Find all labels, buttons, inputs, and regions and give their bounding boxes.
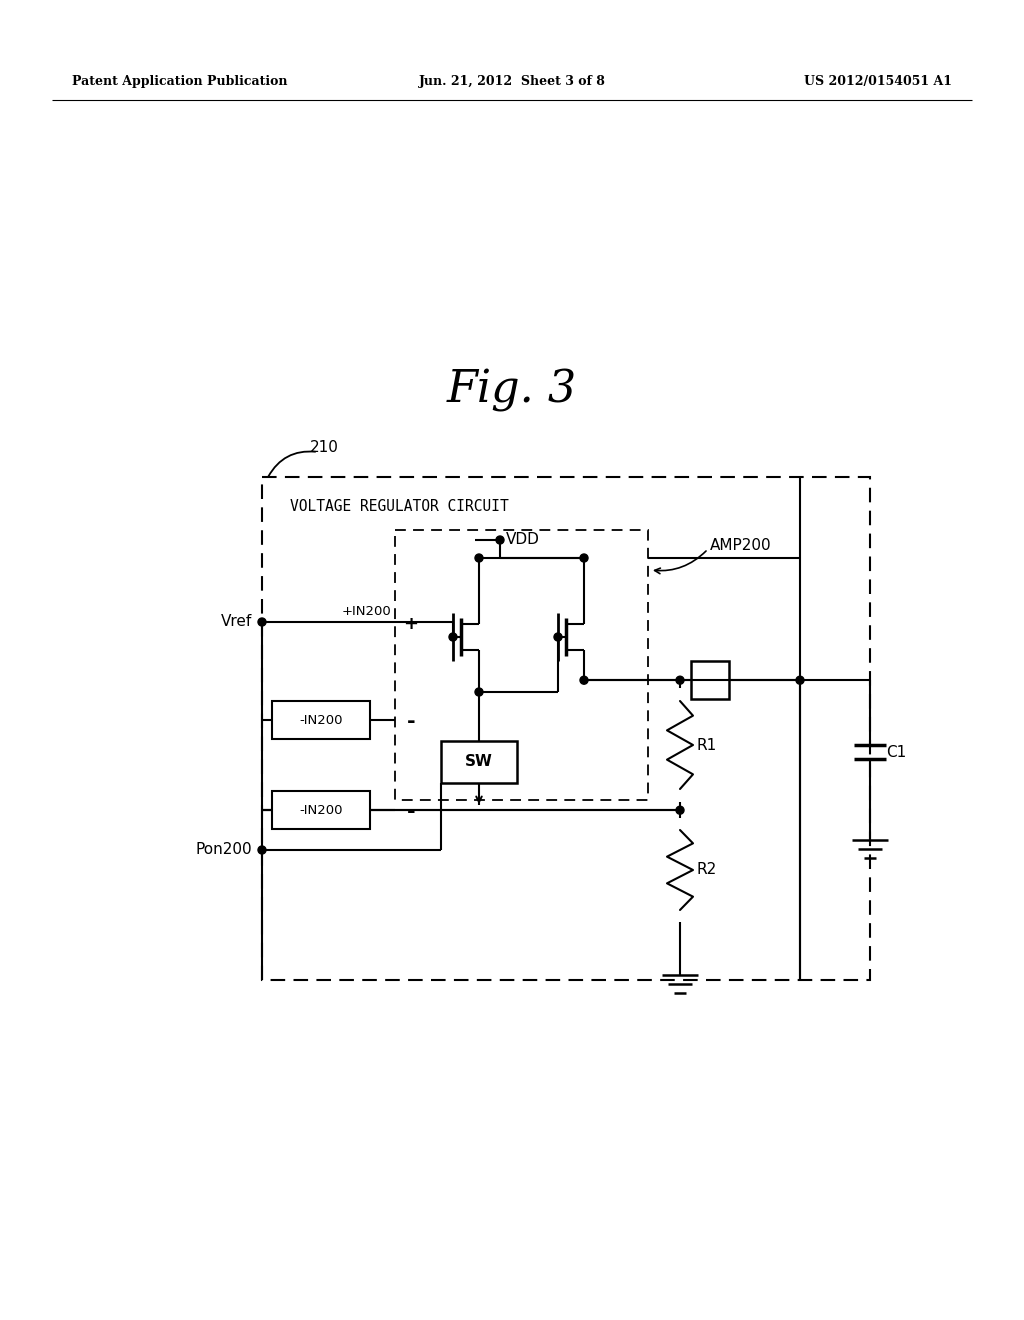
Text: R2: R2 — [696, 862, 716, 878]
Circle shape — [475, 688, 483, 696]
Bar — [691, 661, 729, 700]
Text: -: - — [407, 711, 416, 733]
Bar — [272, 701, 370, 739]
Text: AMP200: AMP200 — [710, 537, 772, 553]
Text: VOLTAGE REGULATOR CIRCUIT: VOLTAGE REGULATOR CIRCUIT — [290, 499, 509, 513]
Circle shape — [258, 618, 266, 626]
Circle shape — [676, 676, 684, 684]
Text: VDD: VDD — [506, 532, 540, 548]
Circle shape — [580, 676, 588, 684]
Text: Pon200: Pon200 — [196, 842, 252, 858]
Bar — [262, 477, 870, 979]
Circle shape — [554, 634, 562, 642]
Bar — [272, 791, 370, 829]
Circle shape — [796, 676, 804, 684]
Text: Fig. 3: Fig. 3 — [446, 368, 578, 412]
Circle shape — [258, 846, 266, 854]
Text: US 2012/0154051 A1: US 2012/0154051 A1 — [804, 75, 952, 88]
Text: -IN200: -IN200 — [299, 804, 343, 817]
Text: SW: SW — [465, 755, 493, 770]
Text: R1: R1 — [696, 738, 716, 752]
Circle shape — [676, 807, 684, 814]
Bar — [441, 741, 517, 783]
Text: +: + — [403, 615, 419, 634]
Circle shape — [449, 634, 457, 642]
Text: -: - — [407, 803, 416, 822]
Text: C1: C1 — [886, 744, 906, 760]
Text: Patent Application Publication: Patent Application Publication — [72, 75, 288, 88]
Circle shape — [496, 536, 504, 544]
Circle shape — [580, 554, 588, 562]
Bar — [395, 531, 648, 800]
Text: Jun. 21, 2012  Sheet 3 of 8: Jun. 21, 2012 Sheet 3 of 8 — [419, 75, 605, 88]
Text: 210: 210 — [310, 440, 339, 454]
Circle shape — [475, 554, 483, 562]
Text: +IN200: +IN200 — [341, 605, 391, 618]
Text: Vref: Vref — [221, 615, 252, 630]
Text: -IN200: -IN200 — [299, 714, 343, 726]
